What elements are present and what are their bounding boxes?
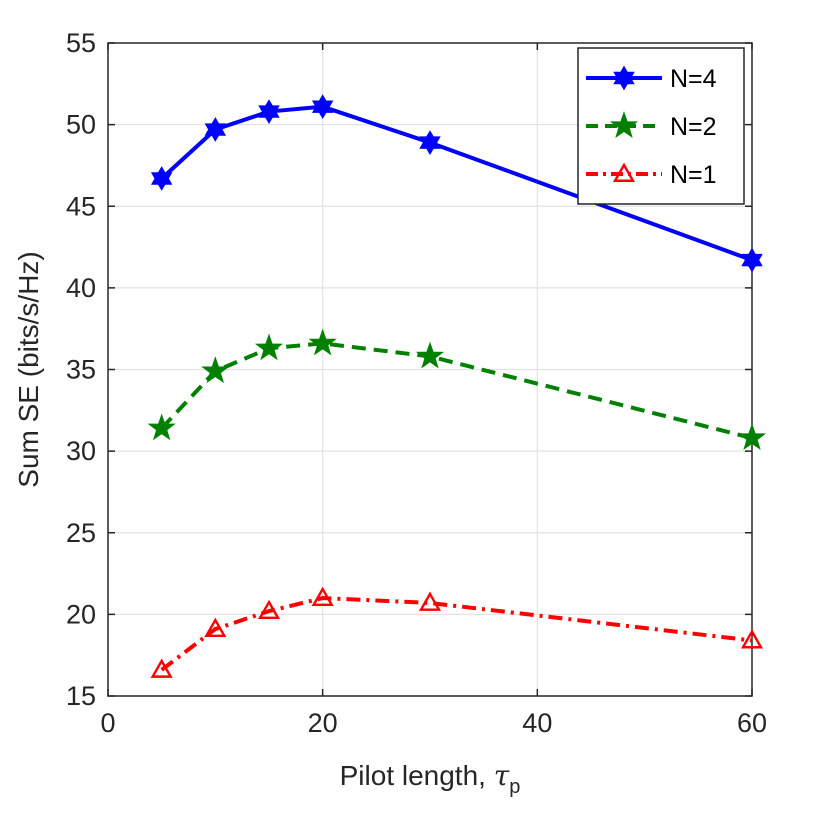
legend-label-n-1: N=1 <box>670 161 717 189</box>
data-point-n-1 <box>740 629 764 649</box>
legend-marker-n-1 <box>612 162 636 182</box>
legend-label-n-4: N=4 <box>670 65 717 93</box>
data-point-n-1 <box>150 658 173 678</box>
data-point-n-4 <box>204 117 227 142</box>
y-tick-label: 25 <box>66 518 96 548</box>
y-tick-label: 20 <box>66 599 96 629</box>
data-point-n-4 <box>150 166 173 191</box>
data-point-n-4 <box>741 247 763 273</box>
x-axis-label: Pilot length, τp <box>340 759 521 798</box>
series-n-2 <box>147 328 767 451</box>
data-point-n-2 <box>254 333 284 361</box>
data-point-n-2 <box>201 356 230 384</box>
legend-entry-n-2: N=2 <box>586 111 717 141</box>
series-line-n-4 <box>160 104 753 262</box>
data-point-n-4 <box>311 94 334 120</box>
legend: N=4 N=2 N=1 <box>577 47 745 205</box>
series-n-1 <box>150 586 764 678</box>
legend-marker-n-2 <box>609 111 639 138</box>
data-point-n-2 <box>147 413 176 441</box>
x-tick-label: 20 <box>308 708 338 738</box>
legend-marker-n-4 <box>613 65 635 91</box>
data-point-n-4 <box>258 99 280 124</box>
series-n-4 <box>150 94 763 273</box>
data-point-n-2 <box>415 341 445 369</box>
y-tick-label: 15 <box>66 681 96 711</box>
y-tick-label: 40 <box>66 273 96 303</box>
legend-box <box>577 47 745 205</box>
x-axis-label-symbol: τ <box>494 759 510 792</box>
y-tick-label: 50 <box>66 110 96 140</box>
x-tick-label: 40 <box>522 708 552 738</box>
x-axis-label-subscript: p <box>509 776 520 798</box>
data-point-n-1 <box>311 586 334 606</box>
series-line-n-2 <box>160 341 753 440</box>
series-line-n-1 <box>160 596 753 672</box>
y-tick-label: 45 <box>66 191 96 221</box>
x-tick-label: 0 <box>100 708 115 738</box>
y-tick-label: 55 <box>66 28 96 58</box>
data-point-n-1 <box>418 591 442 611</box>
data-series <box>147 94 767 678</box>
x-tick-label: 60 <box>737 708 767 738</box>
data-point-n-4 <box>419 130 441 155</box>
axes: 0 20 40 60 15 20 25 30 35 40 45 50 55 <box>66 28 767 738</box>
legend-label-n-2: N=2 <box>670 113 717 141</box>
y-axis-label: Sum SE (bits/s/Hz) <box>13 251 44 487</box>
data-point-n-1 <box>204 617 227 638</box>
legend-entry-n-4: N=4 <box>586 65 717 93</box>
y-tick-label: 35 <box>66 355 96 385</box>
data-point-n-2 <box>308 328 337 356</box>
data-point-n-2 <box>737 423 767 451</box>
legend-entry-n-1: N=1 <box>586 161 717 189</box>
x-axis-label-text: Pilot length, <box>340 760 494 791</box>
data-point-n-1 <box>257 599 281 620</box>
y-tick-label: 30 <box>66 436 96 466</box>
